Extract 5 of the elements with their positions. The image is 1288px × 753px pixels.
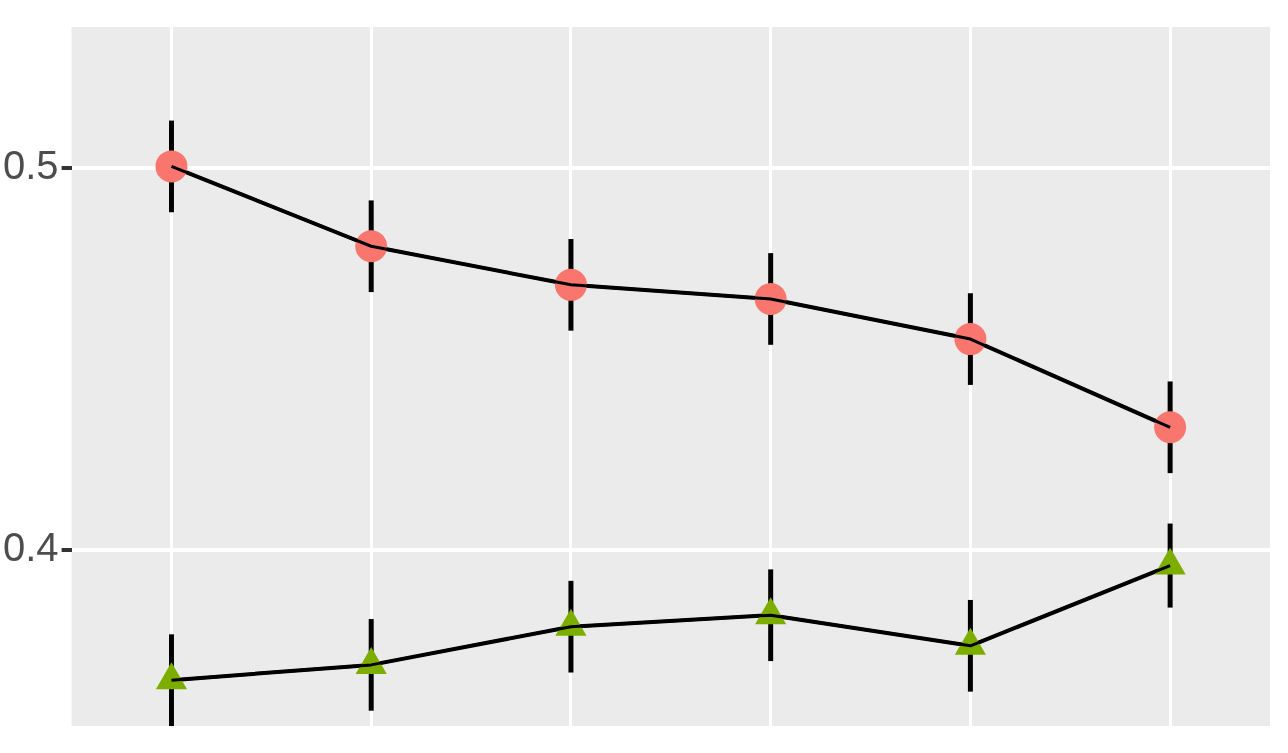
y-tick-label: 0.5 bbox=[3, 143, 59, 188]
point bbox=[1154, 411, 1187, 444]
point bbox=[155, 150, 188, 183]
point bbox=[157, 664, 186, 690]
y-tick-label: 0.4 bbox=[3, 525, 59, 570]
